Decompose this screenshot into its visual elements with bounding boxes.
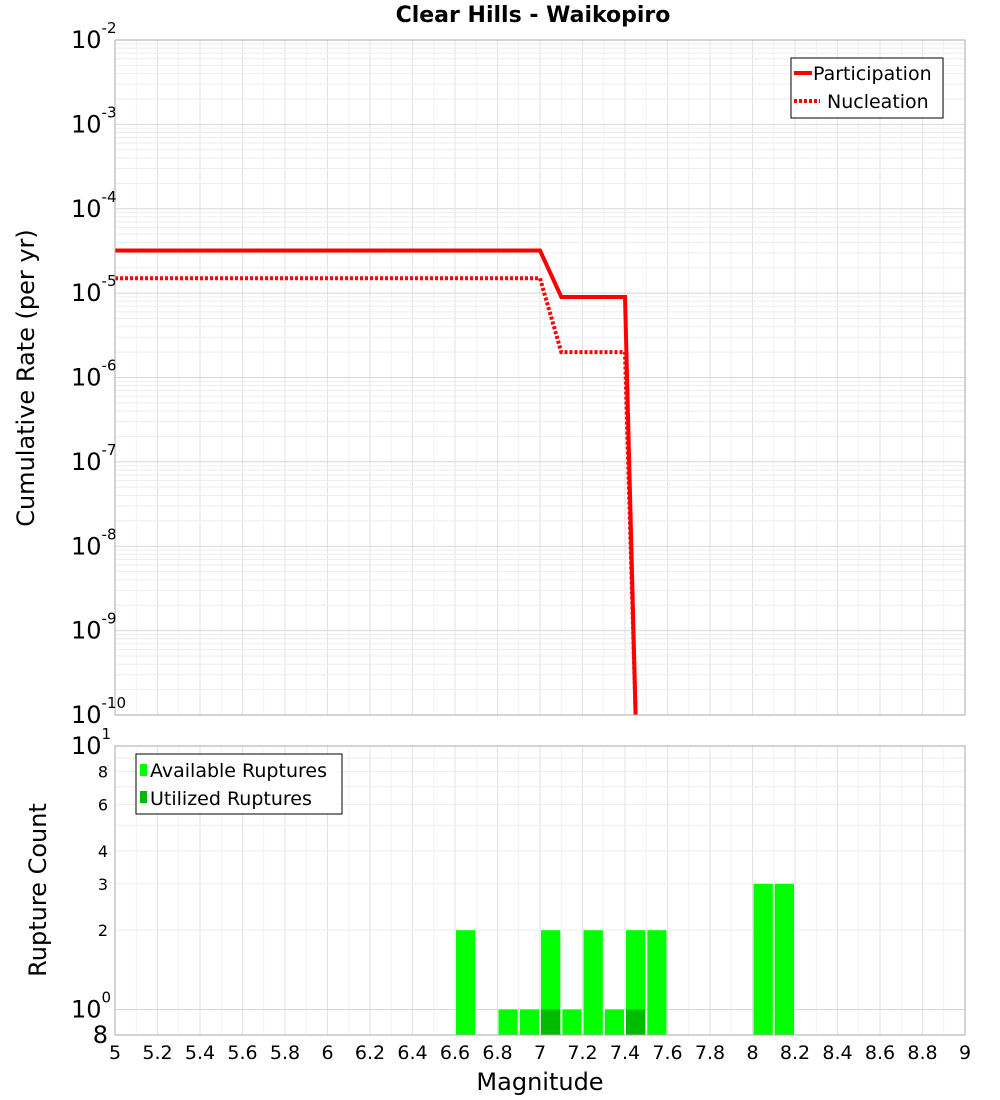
available-rupture-bar: [456, 930, 476, 1035]
rate-legend-box: [790, 57, 944, 119]
x-tick-label: 8.8: [907, 1042, 937, 1064]
rate-y-axis-label: Cumulative Rate (per yr): [12, 229, 40, 527]
legend-nucleation-label: Nucleation: [827, 91, 929, 113]
count-y-tick-label: 8: [98, 763, 108, 782]
available-rupture-bar: [498, 1009, 518, 1035]
utilized-rupture-bar: [541, 1009, 561, 1035]
x-tick-label: 6: [321, 1042, 333, 1064]
chart-title: Clear Hills - Waikopiro: [396, 3, 671, 28]
available-rupture-bar: [541, 930, 561, 1035]
count-plot-frame: [114, 745, 966, 1036]
legend-utilized-swatch: [140, 791, 147, 803]
rate-y-tick-label: 10-9: [71, 610, 117, 645]
available-rupture-bar: [626, 930, 646, 1035]
x-tick-label: 8.6: [865, 1042, 895, 1064]
x-tick-label: 7: [534, 1042, 546, 1064]
x-tick-label: 6.4: [397, 1042, 427, 1064]
count-y-tick-label: 2: [98, 921, 108, 940]
available-rupture-bar: [583, 930, 603, 1035]
rate-series: [115, 248, 638, 716]
rate-y-tick-label: 10-7: [71, 441, 117, 476]
count-y-tick-exponent: 0: [102, 988, 112, 1006]
rate-y-tick-label: 10-3: [71, 103, 117, 138]
rate-y-tick-exponent: -4: [102, 188, 117, 206]
x-tick-label: 9: [959, 1042, 971, 1064]
count-y-axis-label: Rupture Count: [24, 803, 52, 977]
x-tick-label: 8.2: [780, 1042, 810, 1064]
x-tick-label: 5.8: [270, 1042, 300, 1064]
x-tick-label: 7.2: [567, 1042, 597, 1064]
x-tick-label: 7.8: [695, 1042, 725, 1064]
rate-y-tick-label: 10-6: [71, 357, 117, 392]
x-tick-label: 6.2: [355, 1042, 385, 1064]
legend-utilized-label: Utilized Ruptures: [150, 788, 312, 810]
x-axis-label: Magnitude: [476, 1068, 603, 1096]
count-y-tick-label: 4: [98, 842, 108, 861]
x-tick-label: 6.8: [482, 1042, 512, 1064]
series-line-participation: [115, 248, 638, 716]
available-rupture-bar: [562, 1009, 582, 1035]
available-rupture-bar: [753, 883, 773, 1035]
count-y-tick-exponent: 1: [102, 725, 112, 743]
available-rupture-bar: [604, 1009, 624, 1035]
count-legend: Available Ruptures Utilized Ruptures: [135, 753, 343, 815]
x-tick-label: 6.6: [440, 1042, 470, 1064]
x-tick-label: 8: [746, 1042, 758, 1064]
rate-panel: 10-2 10-3 10-4 10-5 10-6 10-7 10-8 10-9 10-10 Cu…: [12, 19, 966, 729]
x-tick-label: 5.4: [185, 1042, 215, 1064]
x-tick-label: 8.4: [822, 1042, 852, 1064]
x-tick-label: 5.6: [227, 1042, 257, 1064]
series-line-nucleation: [115, 276, 638, 716]
rate-y-tick-exponent: -6: [102, 357, 117, 375]
rate-y-tick-label: 10-8: [71, 525, 117, 560]
legend-available-swatch: [140, 764, 147, 776]
rate-grid: [114, 40, 966, 716]
rate-y-tick-label: 10-5: [71, 272, 117, 307]
count-x-ticks: 5 5.2 5.4 5.6 5.8 6 6.2 6.4 6.6 6.8 7 7.2 7.4 7.6 7.8 8…: [109, 1042, 971, 1064]
count-legend-box: [135, 753, 343, 815]
rate-y-tick-exponent: -8: [102, 525, 117, 543]
rate-legend: Participation Nucleation: [790, 57, 944, 119]
rate-y-tick-label: 10-4: [71, 188, 117, 223]
rate-y-tick-exponent: -3: [102, 103, 117, 121]
count-y-tick-label: 100: [71, 988, 111, 1023]
utilized-rupture-bar: [626, 1009, 646, 1035]
count-y-tick-label: 3: [98, 875, 108, 894]
x-tick-label: 5: [109, 1042, 121, 1064]
x-tick-label: 7.6: [652, 1042, 682, 1064]
count-bars: [456, 883, 794, 1035]
count-y-tick-label: 8: [93, 1021, 108, 1049]
legend-participation-label: Participation: [813, 63, 932, 85]
rate-y-tick-exponent: -10: [102, 694, 127, 712]
available-rupture-bar: [519, 1009, 540, 1035]
x-tick-label: 5.2: [142, 1042, 172, 1064]
count-y-tick-label: 101: [71, 725, 111, 760]
legend-available-label: Available Ruptures: [150, 760, 327, 782]
rate-plot-frame: [114, 39, 966, 716]
x-tick-label: 7.4: [610, 1042, 640, 1064]
rate-y-tick-label: 10-10: [71, 694, 126, 729]
count-y-tick-label: 6: [98, 795, 108, 814]
available-rupture-bar: [647, 930, 667, 1035]
rate-y-tick-exponent: -7: [102, 441, 117, 459]
rate-y-tick-label: 10-2: [71, 19, 117, 54]
rate-y-tick-exponent: -2: [102, 19, 117, 37]
rate-y-tick-exponent: -9: [102, 610, 117, 628]
rate-y-tick-exponent: -5: [102, 272, 117, 290]
available-rupture-bar: [774, 883, 794, 1035]
